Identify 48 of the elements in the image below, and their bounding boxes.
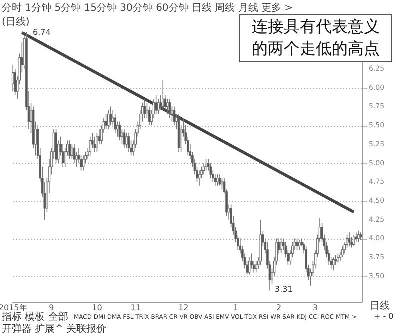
candlestick <box>114 114 117 134</box>
candlestick <box>89 136 92 156</box>
candlestick <box>110 106 112 126</box>
candlestick <box>198 170 201 186</box>
x-tick-label: 2 <box>276 304 282 312</box>
x-tick-label: 1 <box>233 304 238 312</box>
text: 指标 模板 全部 <box>1 311 68 323</box>
candlestick <box>255 260 258 273</box>
candlestick <box>342 246 344 258</box>
text: + - 0 <box>374 312 394 321</box>
candlestick <box>157 98 160 115</box>
annotation: 3.31 <box>275 285 293 294</box>
x-tick-label: 11 <box>130 304 141 312</box>
candlestick <box>126 132 128 149</box>
candlestick <box>210 162 212 179</box>
candlestick <box>155 95 158 115</box>
candlestick <box>221 178 224 190</box>
candlestick <box>105 114 108 130</box>
annotation: 6.74 <box>33 28 51 37</box>
x-tick-label: 3 <box>312 304 318 312</box>
x-tick-label: 9 <box>49 304 54 312</box>
annotation: (日线) <box>2 16 30 28</box>
candlestick <box>94 136 96 152</box>
text: 分时 1分钟 5分钟 15分钟 30分钟 60分钟 日线 周线 月线 更多 > <box>2 2 294 14</box>
candlestick <box>337 253 340 264</box>
candlestick <box>82 155 85 172</box>
candlestick <box>350 236 353 248</box>
candlestick <box>332 257 335 271</box>
candlestick <box>14 68 17 96</box>
annotation: 连接具有代表意义的两个走低的高点 <box>252 17 380 58</box>
candlestick <box>166 98 169 115</box>
candlestick <box>296 238 298 250</box>
candlestick <box>298 240 301 250</box>
candlestick <box>352 234 356 247</box>
candlestick <box>348 232 351 247</box>
x-tick-label: 10 <box>92 304 102 312</box>
candlestick <box>357 230 360 243</box>
candlestick <box>202 162 206 175</box>
candlestick <box>96 132 98 152</box>
text: 日线 <box>370 300 390 312</box>
candlestick <box>68 140 72 160</box>
x-tick-label: 12 <box>178 304 189 312</box>
candlestick <box>280 238 282 254</box>
candlestick <box>214 174 217 186</box>
candlestick <box>355 232 358 243</box>
candlestick <box>205 159 208 172</box>
candlestick <box>216 174 219 186</box>
candlestick <box>71 144 74 160</box>
